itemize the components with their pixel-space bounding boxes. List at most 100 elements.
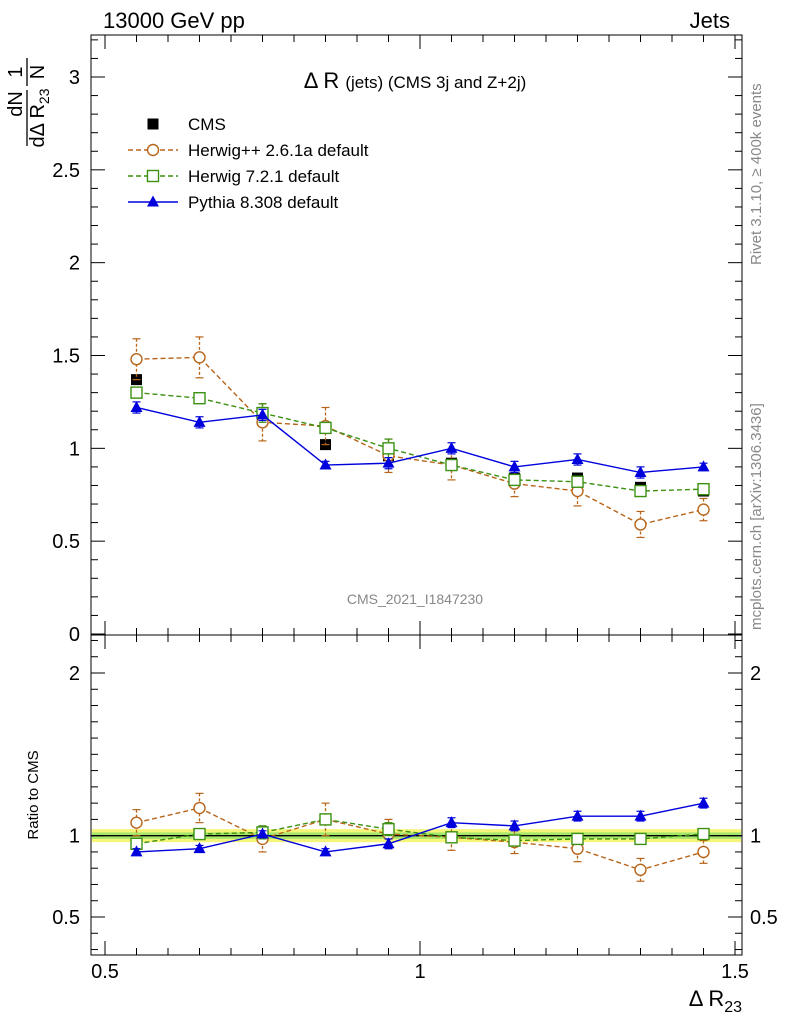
- header-right: Jets: [690, 8, 730, 33]
- data-point: [697, 796, 710, 808]
- ratio-y-axis-label: Ratio to CMS: [25, 750, 42, 839]
- data-point: [571, 475, 584, 488]
- data-point: [382, 442, 395, 455]
- plot-title-main: Δ R: [304, 68, 339, 93]
- main-y-tick-label: 1.5: [52, 346, 80, 368]
- series-line-herwig-2-6-1a-default: [136, 356, 704, 526]
- data-point: [193, 392, 206, 405]
- data-point: [130, 845, 143, 857]
- legend-label: Herwig 7.2.1 default: [188, 167, 339, 186]
- series-line-pythia-8-308-default: [136, 802, 704, 853]
- data-point: [697, 503, 710, 516]
- legend-item: Herwig 7.2.1 default: [128, 167, 339, 186]
- data-point: [382, 837, 395, 849]
- legend-item: CMS: [147, 115, 226, 134]
- x-tick-label: 1.5: [721, 961, 749, 983]
- legend-label: Pythia 8.308 default: [188, 193, 339, 212]
- mcplots-text: mcplots.cern.ch [arXiv:1306.3436]: [748, 403, 765, 630]
- data-point: [193, 801, 206, 815]
- data-point: [445, 816, 458, 828]
- ratio-y-tick-label-right: 2: [750, 663, 761, 685]
- data-point: [634, 832, 647, 846]
- data-point: [697, 482, 710, 496]
- rivet-version-text: Rivet 3.1.10, ≥ 400k events: [748, 83, 765, 265]
- data-point: [256, 408, 269, 420]
- data-point: [445, 458, 458, 472]
- main-y-tick-label: 3: [69, 67, 80, 89]
- data-point: [193, 827, 206, 841]
- data-point: [571, 809, 584, 821]
- x-axis-label-text: Δ R: [689, 986, 724, 1011]
- data-point: [319, 458, 332, 470]
- data-point: [130, 400, 143, 412]
- series-line-herwig-7-2-1-default: [136, 818, 704, 845]
- main-y-tick-label: 1: [69, 438, 80, 460]
- ratio-series: [130, 792, 710, 882]
- data-point: [193, 842, 206, 854]
- legend-marker: [146, 143, 160, 157]
- data-point: [571, 832, 584, 846]
- ylabel-frac-n: N: [27, 65, 49, 79]
- ratio-y-tick-label: 1: [69, 826, 80, 848]
- x-tick-label: 1: [414, 961, 425, 983]
- ratio-y-tick-label-right: 0.5: [750, 907, 778, 929]
- legend-marker: [147, 195, 159, 207]
- data-point: [319, 813, 332, 826]
- main-y-axis-label: 1 N dN dΔ R23: [5, 58, 52, 147]
- data-point: [382, 822, 395, 836]
- x-tick-label: 0.5: [91, 961, 119, 983]
- main-y-tick-label: 2: [69, 253, 80, 275]
- data-point: [571, 452, 584, 464]
- tick-labels: 0.5 1 1.5 0 0.5 1 1.5 2 2.5 3 0.5 0.5 1 1 2 2: [52, 67, 778, 983]
- series-line-pythia-8-308-default: [136, 406, 704, 474]
- main-series: [130, 336, 710, 539]
- legend-label: CMS: [188, 115, 226, 134]
- data-point: [508, 819, 521, 831]
- data-point: [508, 473, 521, 487]
- legend-label: Herwig++ 2.6.1a default: [188, 141, 369, 160]
- legend-marker: [146, 169, 160, 183]
- data-point: [130, 353, 143, 366]
- legend: CMS Herwig++ 2.6.1a default Herwig 7.2.1 d…: [128, 115, 369, 212]
- data-point: [319, 845, 332, 857]
- ratio-panel-frame: [90, 634, 743, 956]
- data-point: [634, 518, 647, 531]
- data-point: [319, 421, 332, 435]
- main-y-tick-label: 2.5: [52, 160, 80, 182]
- series-cms: [131, 374, 709, 497]
- data-point: [697, 827, 710, 841]
- ylabel-ddr-sub: 23: [36, 88, 52, 104]
- ylabel-frac-one: 1: [5, 66, 27, 77]
- data-point: [634, 465, 647, 477]
- data-point: [697, 460, 710, 472]
- ylabel-dn: dN: [5, 91, 27, 117]
- data-point: [382, 456, 395, 468]
- data-point: [634, 863, 647, 877]
- data-point: [508, 834, 521, 847]
- main-y-tick-label: 0: [69, 624, 80, 646]
- data-point: [508, 460, 521, 472]
- data-point: [130, 386, 143, 399]
- ratio-y-tick-label: 2: [69, 663, 80, 685]
- data-point: [193, 351, 206, 364]
- series-line-herwig-7-2-1-default: [136, 391, 704, 492]
- data-point: [130, 816, 143, 829]
- axis-ticks: [91, 35, 742, 955]
- data-point: [697, 845, 710, 859]
- legend-marker: [147, 118, 159, 130]
- series-herwig-2-6-1a-default: [130, 336, 710, 539]
- series-herwig-7-2-1-default: [130, 386, 710, 498]
- ylabel-ddr: dΔ R23: [27, 88, 52, 147]
- data-point: [445, 831, 458, 844]
- data-point: [445, 441, 458, 453]
- ratio-y-tick-label-right: 1: [750, 826, 761, 848]
- series-line-herwig-2-6-1a-default: [136, 807, 704, 871]
- x-axis-label: Δ R23: [689, 986, 742, 1016]
- legend-item: Pythia 8.308 default: [128, 193, 339, 212]
- series-pythia-8-308-default: [130, 400, 710, 479]
- legend-item: Herwig++ 2.6.1a default: [128, 141, 369, 160]
- main-y-tick-label: 0.5: [52, 531, 80, 553]
- plot-title: Δ R (jets) (CMS 3j and Z+2j): [304, 68, 527, 93]
- data-point: [634, 809, 647, 821]
